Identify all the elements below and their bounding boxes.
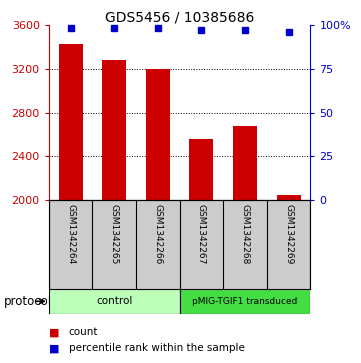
Text: count: count <box>69 327 98 337</box>
Bar <box>190 139 213 200</box>
Bar <box>58 44 83 200</box>
Text: GSM1342266: GSM1342266 <box>153 204 162 265</box>
Bar <box>233 126 257 200</box>
Text: GSM1342265: GSM1342265 <box>110 204 119 265</box>
Text: ■: ■ <box>49 343 59 354</box>
Bar <box>49 289 179 314</box>
Bar <box>146 69 170 200</box>
Text: ■: ■ <box>49 327 59 337</box>
Text: control: control <box>96 296 132 306</box>
Bar <box>277 195 301 200</box>
Text: GSM1342268: GSM1342268 <box>240 204 249 265</box>
Text: protocol: protocol <box>4 295 52 308</box>
Bar <box>179 289 310 314</box>
Text: GSM1342267: GSM1342267 <box>197 204 206 265</box>
Text: GSM1342269: GSM1342269 <box>284 204 293 265</box>
Title: GDS5456 / 10385686: GDS5456 / 10385686 <box>105 10 254 24</box>
Text: GSM1342264: GSM1342264 <box>66 204 75 264</box>
Text: pMIG-TGIF1 transduced: pMIG-TGIF1 transduced <box>192 297 298 306</box>
Bar <box>102 60 126 200</box>
Text: percentile rank within the sample: percentile rank within the sample <box>69 343 244 354</box>
